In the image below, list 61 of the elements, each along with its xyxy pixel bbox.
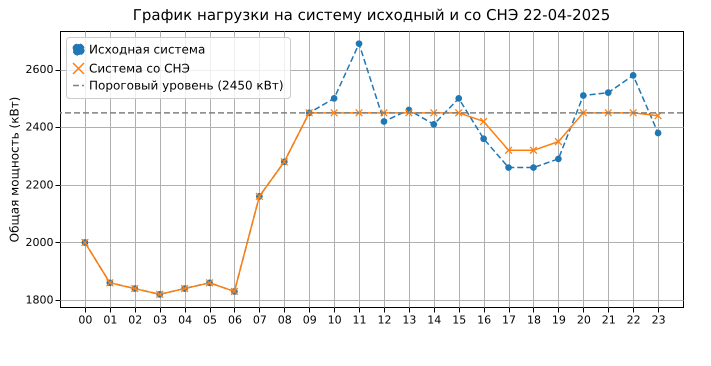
legend-label: Исходная система — [89, 42, 206, 56]
point — [579, 108, 588, 117]
x-tick-label: 03 — [153, 314, 168, 326]
point — [529, 146, 538, 154]
x-tick-label: 00 — [78, 314, 92, 326]
x-tick-label: 07 — [252, 314, 267, 326]
point — [604, 89, 612, 96]
x-tick-label: 15 — [452, 314, 466, 326]
point — [454, 108, 463, 117]
point — [629, 108, 638, 117]
point — [355, 108, 364, 117]
point — [554, 138, 562, 146]
point — [356, 40, 362, 48]
x-tick-label: 09 — [302, 314, 317, 326]
point — [404, 108, 413, 117]
legend-label: Пороговый уровень (2450 кВт) — [89, 78, 284, 92]
x-tick-label: 05 — [203, 314, 218, 326]
y-tick-label: 2000 — [26, 236, 54, 249]
x-tick-label: 04 — [178, 314, 192, 326]
x-tick-label: 19 — [552, 314, 566, 326]
point — [330, 108, 338, 117]
x-tick-label: 16 — [477, 314, 492, 326]
x-tick-label: 10 — [328, 314, 342, 326]
point — [380, 118, 388, 125]
point — [530, 164, 537, 171]
x-tick-label: 23 — [652, 314, 666, 326]
point — [555, 156, 562, 162]
x-tick-label: 08 — [278, 314, 292, 326]
x-tick-label: 14 — [427, 314, 442, 326]
x-tick-label: 21 — [602, 314, 616, 326]
legend-label: Система со СНЭ — [89, 62, 190, 76]
point — [455, 95, 462, 102]
y-tick-label: 2200 — [26, 178, 54, 192]
x-tick-label: 22 — [626, 314, 641, 326]
x-tick-label: 01 — [103, 314, 118, 326]
point — [380, 108, 388, 117]
point — [480, 117, 488, 126]
chart-title: График нагрузки на систему исходный и со СНЭ 22-04-2025 — [132, 6, 610, 24]
x-tick-label: 11 — [352, 314, 367, 326]
point — [654, 112, 662, 120]
point — [654, 130, 662, 136]
point — [580, 92, 587, 99]
y-tick-label: 2600 — [26, 63, 54, 76]
point — [604, 108, 612, 117]
point — [480, 135, 487, 142]
y-axis-title: Общая мощность (кВт) — [8, 96, 22, 242]
x-tick-label: 02 — [128, 314, 142, 326]
x-tick-label: 12 — [377, 314, 392, 326]
point — [430, 120, 438, 128]
point — [505, 164, 512, 171]
point — [504, 146, 513, 154]
point — [630, 72, 637, 79]
y-tick-label: 1800 — [26, 294, 54, 307]
x-tick-label: 18 — [526, 314, 541, 326]
y-tick-label: 2400 — [26, 120, 54, 134]
x-tick-label: 20 — [576, 314, 591, 326]
x-tick-label: 13 — [402, 314, 416, 326]
point — [330, 95, 338, 102]
point — [430, 108, 438, 117]
x-tick-label: 17 — [502, 314, 516, 326]
x-tick-label: 06 — [228, 314, 242, 326]
